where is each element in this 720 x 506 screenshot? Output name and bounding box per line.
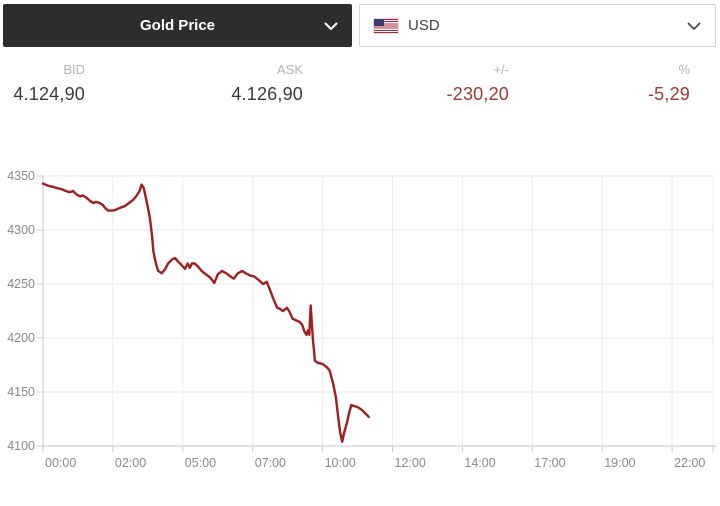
us-flag-icon [374,18,398,33]
x-tick-label: 17:00 [534,456,565,470]
y-tick-label: 4150 [7,385,35,399]
percent-label: % [678,62,690,77]
y-axis-labels: 4350 4300 4250 4200 4150 4100 [7,169,35,453]
percent-value: -5,29 [647,84,690,104]
x-tick-label: 19:00 [604,456,635,470]
x-tick-label: 10:00 [325,456,356,470]
y-tick-label: 4300 [7,223,35,237]
bid-label: BID [63,62,85,77]
bid-value: 4.124,90 [13,84,85,104]
x-tick-label: 00:00 [45,456,76,470]
ask-value: 4.126,90 [231,84,303,104]
y-tick-label: 4250 [7,277,35,291]
x-tick-label: 12:00 [395,456,426,470]
price-line [41,182,370,443]
quote-panel: BID ASK +/- % 4.124,90 4.126,90 -230,20 … [0,62,720,105]
price-chart: 4350 4300 4250 4200 4150 4100 00:00 02:00 05:00 0… [0,146,720,506]
y-tick-label: 4100 [7,439,35,453]
currency-label: USD [408,17,440,34]
instrument-dropdown[interactable]: Gold Price [3,4,352,47]
instrument-label: Gold Price [139,17,216,34]
axes [37,175,717,452]
y-tick-label: 4200 [7,331,35,345]
y-tick-label: 4350 [7,169,35,183]
x-tick-label: 22:00 [674,456,705,470]
x-tick-label: 02:00 [115,456,146,470]
header-row: Gold Price USD [0,0,720,47]
change-value: -230,20 [446,84,509,104]
currency-dropdown[interactable]: USD [359,4,716,47]
ask-label: ASK [276,62,303,77]
x-tick-label: 07:00 [255,456,286,470]
change-label: +/- [493,62,509,77]
chevron-down-icon [687,22,701,30]
chevron-down-icon [324,22,338,30]
x-tick-label: 14:00 [464,456,495,470]
grid [42,175,714,447]
x-tick-label: 05:00 [185,456,216,470]
x-axis-labels: 00:00 02:00 05:00 07:00 10:00 12:00 14:00 17:00… [45,456,705,470]
